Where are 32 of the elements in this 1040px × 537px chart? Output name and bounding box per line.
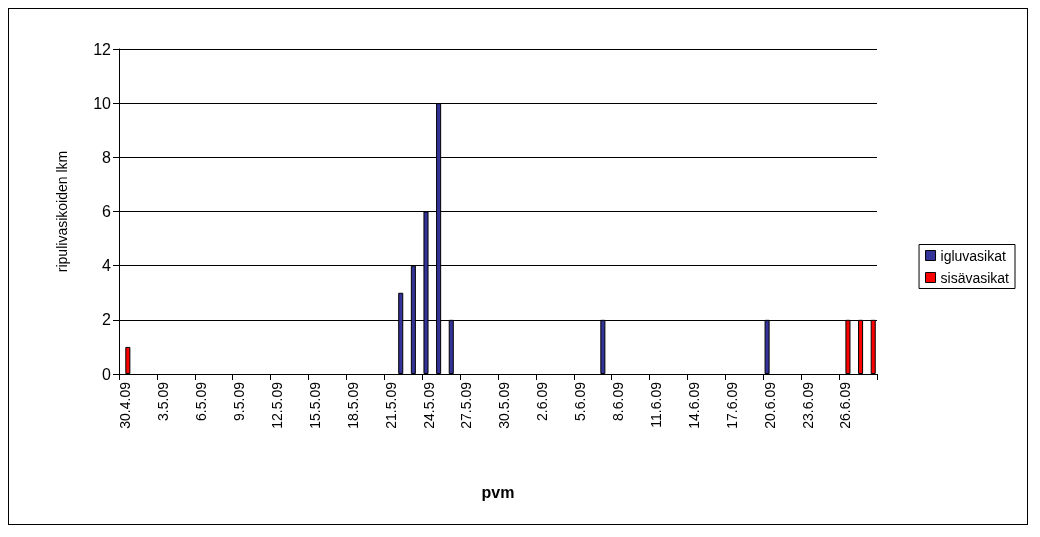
x-tick-label: 24.5.09: [420, 381, 437, 429]
y-tick-label: 8: [102, 148, 112, 166]
x-tick-label: 20.6.09: [761, 381, 778, 429]
y-tick-label: 2: [102, 311, 112, 329]
x-tick-label: 8.6.09: [610, 381, 627, 421]
legend-label: sisävasikat: [940, 269, 1010, 286]
x-tick-label: 6.5.09: [193, 381, 210, 421]
x-tick-label: 30.5.09: [496, 381, 513, 429]
x-tick-label: 15.5.09: [306, 381, 323, 429]
x-tick-label: 5.6.09: [572, 381, 589, 421]
x-tick-label: 12.5.09: [268, 381, 285, 429]
y-tick-label: 4: [102, 257, 112, 275]
x-tick-label: 18.5.09: [344, 381, 361, 429]
x-tick-label: 14.6.09: [685, 381, 702, 429]
x-tick-label: 17.6.09: [723, 381, 740, 429]
y-tick-label: 12: [93, 40, 112, 58]
x-tick-label: 23.6.09: [799, 381, 816, 429]
x-axis-title: pvm: [481, 483, 515, 501]
y-axis-title: ripulivasikoiden lkm: [54, 150, 70, 273]
x-tick-label: 3.5.09: [155, 381, 172, 421]
y-tick-label: 0: [102, 365, 112, 383]
x-tick-label: 27.5.09: [458, 381, 475, 429]
x-tick-label: 11.6.09: [647, 381, 664, 428]
x-tick-label: 26.6.09: [837, 381, 854, 429]
x-tick-label: 30.4.09: [117, 381, 134, 429]
legend-label: igluvasikat: [940, 247, 1007, 264]
x-tick-label: 2.6.09: [534, 381, 551, 421]
x-tick-label: 21.5.09: [382, 381, 399, 429]
x-tick-label: 9.5.09: [231, 381, 248, 421]
y-tick-label: 10: [93, 94, 112, 112]
bar: [125, 346, 131, 374]
y-tick-label: 6: [102, 203, 112, 220]
